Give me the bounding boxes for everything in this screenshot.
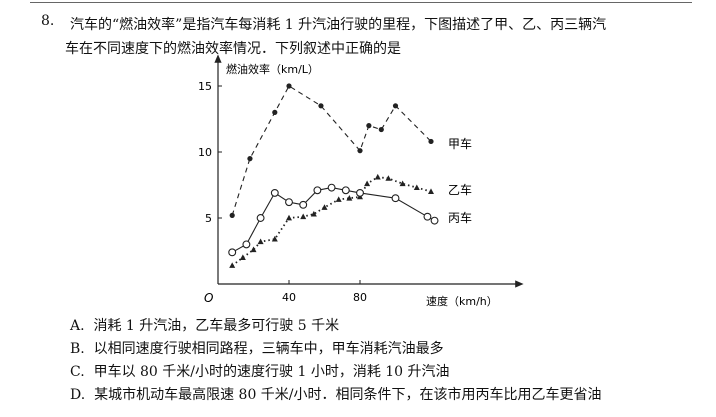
series-1-point: [374, 173, 381, 180]
series-2-point: [430, 216, 439, 225]
series-line-0: [231, 85, 432, 216]
series-1-point: [399, 180, 406, 187]
option-b-letter: B.: [70, 341, 85, 357]
x-tick-label-80: 80: [353, 291, 367, 304]
series-0-point: [272, 109, 278, 115]
y-tick-label-15: 15: [198, 80, 212, 93]
option-c-letter: C.: [70, 364, 85, 380]
series-0-point: [428, 138, 434, 145]
option-c[interactable]: C. 甲车以 80 千米/小时的速度行驶 1 小时，消耗 10 升汽油: [70, 361, 450, 381]
origin-label: O: [204, 291, 213, 305]
series-0-point: [366, 123, 372, 129]
option-d-letter: D.: [70, 387, 86, 403]
x-tick-label-40: 40: [282, 291, 296, 304]
y-tick-label-10: 10: [198, 146, 212, 159]
option-d-text: 某城市机动车最高限速 80 千米/小时．相同条件下，在该市用丙车比用乙车更省油: [94, 387, 602, 403]
series-2-point: [270, 188, 279, 197]
series-line-1: [231, 176, 432, 267]
series-2-point: [299, 200, 308, 209]
series-2-point: [256, 214, 265, 222]
series-1-point: [229, 262, 236, 268]
series-2-point: [285, 198, 293, 207]
series-2-point: [327, 183, 336, 192]
series-2-point: [341, 186, 350, 195]
question-number: 8.: [41, 13, 55, 29]
y-axis-label: 燃油效率（km/L）: [226, 62, 319, 76]
option-b-text: 以相同速度行驶相同路程，三辆车中，甲车消耗汽油最多: [93, 341, 444, 357]
series-1-point: [428, 188, 434, 194]
series-2-point: [356, 188, 364, 197]
series-2-point: [391, 194, 400, 203]
option-b[interactable]: B. 以相同速度行驶相同路程，三辆车中，甲车消耗汽油最多: [70, 338, 444, 358]
series-label-0: 甲车: [448, 136, 472, 151]
series-1-point: [321, 204, 328, 210]
series-0-point: [392, 103, 399, 109]
option-a[interactable]: A. 消耗 1 升汽油，乙车最多可行驶 5 千米: [70, 315, 339, 335]
series-label-2: 丙车: [448, 210, 472, 225]
series-2-point: [228, 248, 237, 257]
series-1-point: [257, 238, 264, 245]
series-0-point: [286, 83, 292, 89]
series-1-point: [300, 213, 307, 220]
series-1-point: [364, 180, 371, 187]
series-1-point: [310, 210, 317, 217]
question-stem: 汽车的“燃油效率”是指汽车每消耗 1 升汽油行驶的里程，下图描述了甲、乙、丙三辆…: [65, 13, 700, 61]
series-1-point: [271, 235, 278, 242]
series-0-point: [378, 126, 384, 133]
series-label-1: 乙车: [448, 182, 472, 197]
series-0-point: [247, 156, 253, 162]
series-1-point: [335, 196, 342, 202]
series-2-point: [423, 212, 432, 221]
series-1-point: [413, 184, 420, 191]
series-0-point: [318, 103, 324, 109]
series-1-point: [250, 246, 257, 253]
option-a-text: 消耗 1 升汽油，乙车最多可行驶 5 千米: [93, 318, 340, 334]
series-0-point: [229, 212, 235, 218]
series-1-point: [239, 254, 246, 260]
series-1-point: [346, 195, 353, 201]
option-d[interactable]: D. 某城市机动车最高限速 80 千米/小时．相同条件下，在该市用丙车比用乙车更…: [70, 384, 602, 404]
x-axis-label: 速度（km/h）: [426, 294, 498, 308]
option-a-letter: A.: [70, 318, 85, 334]
top-rule: [30, 2, 692, 3]
option-c-text: 甲车以 80 千米/小时的速度行驶 1 小时，消耗 10 升汽油: [93, 364, 450, 380]
y-tick-label-5: 5: [205, 212, 212, 225]
series-1-point: [385, 175, 392, 181]
stem-line-1: 汽车的“燃油效率”是指汽车每消耗 1 升汽油行驶的里程，下图描述了甲、乙、丙三辆…: [70, 17, 607, 33]
series-0-point: [357, 148, 363, 154]
stem-line-2: 车在不同速度下的燃油效率情况．下列叙述中正确的是: [65, 41, 401, 57]
series-1-point: [286, 214, 292, 221]
series-2-point: [313, 186, 322, 195]
series-2-point: [242, 240, 251, 249]
